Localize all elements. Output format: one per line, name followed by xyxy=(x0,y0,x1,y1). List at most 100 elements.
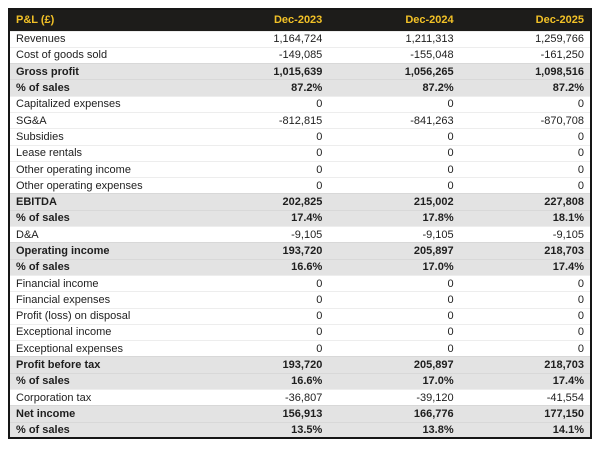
cell-value: 14.1% xyxy=(459,421,591,439)
cell-value: 1,164,724 xyxy=(196,30,329,48)
cell-value: 1,259,766 xyxy=(459,30,591,48)
row-label: Capitalized expenses xyxy=(9,95,197,113)
table-row: Net income 156,913 166,776 177,150 xyxy=(9,405,591,423)
row-label: Exceptional income xyxy=(9,323,197,341)
table-row: Other operating expenses 0 0 0 xyxy=(9,177,591,194)
cell-value: 17.4% xyxy=(196,209,329,227)
cell-value: 0 xyxy=(196,340,329,357)
cell-value: 0 xyxy=(459,144,591,162)
row-label: Other operating income xyxy=(9,160,197,178)
cell-value: 0 xyxy=(328,307,460,325)
cell-value: 193,720 xyxy=(196,356,329,374)
row-label: Lease rentals xyxy=(9,144,197,162)
table-row: Profit before tax 193,720 205,897 218,703 xyxy=(9,356,591,374)
cell-value: 0 xyxy=(328,177,460,194)
cell-value: 0 xyxy=(459,128,591,146)
row-label: Profit before tax xyxy=(9,356,197,374)
cell-value: 218,703 xyxy=(459,242,591,260)
cell-value: 0 xyxy=(196,323,329,341)
table-row: Gross profit 1,015,639 1,056,265 1,098,516 xyxy=(9,63,591,80)
table-row: % of sales 16.6% 17.0% 17.4% xyxy=(9,258,591,276)
table-row: Other operating income 0 0 0 xyxy=(9,160,591,178)
cell-value: -36,807 xyxy=(196,389,329,406)
row-label: Financial expenses xyxy=(9,291,197,309)
row-label: Corporation tax xyxy=(9,389,197,406)
cell-value: 13.8% xyxy=(328,421,460,439)
cell-value: 177,150 xyxy=(459,405,591,423)
cell-value: 0 xyxy=(196,274,329,292)
header-cell-pnl-title: P&L (£) xyxy=(9,9,197,31)
header-cell-dec-2025: Dec-2025 xyxy=(459,9,591,31)
header-row: P&L (£) Dec-2023 Dec-2024 Dec-2025 xyxy=(9,9,591,31)
cell-value: 87.2% xyxy=(196,79,329,97)
cell-value: 0 xyxy=(196,128,329,146)
cell-value: 0 xyxy=(328,95,460,113)
table-row: Lease rentals 0 0 0 xyxy=(9,144,591,162)
table-header: P&L (£) Dec-2023 Dec-2024 Dec-2025 xyxy=(9,9,591,31)
table-row: Subsidies 0 0 0 xyxy=(9,128,591,146)
cell-value: 0 xyxy=(459,323,591,341)
row-label: Gross profit xyxy=(9,63,197,80)
row-label: % of sales xyxy=(9,372,197,390)
cell-value: 1,015,639 xyxy=(196,63,329,80)
cell-value: 16.6% xyxy=(196,258,329,276)
cell-value: 215,002 xyxy=(328,193,460,211)
table-row: Operating income 193,720 205,897 218,703 xyxy=(9,242,591,260)
header-cell-dec-2023: Dec-2023 xyxy=(196,9,329,31)
table-row: % of sales 13.5% 13.8% 14.1% xyxy=(9,421,591,439)
cell-value: -155,048 xyxy=(328,46,460,64)
cell-value: 218,703 xyxy=(459,356,591,374)
cell-value: 227,808 xyxy=(459,193,591,211)
cell-value: 1,056,265 xyxy=(328,63,460,80)
row-label: Net income xyxy=(9,405,197,423)
table-row: Cost of goods sold -149,085 -155,048 -161,2… xyxy=(9,46,591,64)
cell-value: -9,105 xyxy=(328,226,460,243)
row-label: % of sales xyxy=(9,79,197,97)
cell-value: 0 xyxy=(196,144,329,162)
cell-value: 0 xyxy=(459,307,591,325)
cell-value: -870,708 xyxy=(459,111,591,129)
row-label: Operating income xyxy=(9,242,197,260)
cell-value: -841,263 xyxy=(328,111,460,129)
row-label: % of sales xyxy=(9,258,197,276)
row-label: % of sales xyxy=(9,421,197,439)
cell-value: 0 xyxy=(459,177,591,194)
cell-value: 0 xyxy=(459,291,591,309)
cell-value: 0 xyxy=(328,323,460,341)
cell-value: -9,105 xyxy=(459,226,591,243)
row-label: Exceptional expenses xyxy=(9,340,197,357)
cell-value: 0 xyxy=(459,340,591,357)
cell-value: 205,897 xyxy=(328,356,460,374)
cell-value: 0 xyxy=(196,291,329,309)
cell-value: 156,913 xyxy=(196,405,329,423)
cell-value: 193,720 xyxy=(196,242,329,260)
cell-value: 13.5% xyxy=(196,421,329,439)
table-body: Revenues 1,164,724 1,211,313 1,259,766 Cost … xyxy=(9,30,591,439)
table-row: % of sales 16.6% 17.0% 17.4% xyxy=(9,372,591,390)
table-row: % of sales 87.2% 87.2% 87.2% xyxy=(9,79,591,97)
row-label: Subsidies xyxy=(9,128,197,146)
table-row: Exceptional income 0 0 0 xyxy=(9,323,591,341)
header-cell-dec-2024: Dec-2024 xyxy=(328,9,460,31)
cell-value: 17.8% xyxy=(328,209,460,227)
cell-value: 0 xyxy=(459,274,591,292)
table-row: Profit (loss) on disposal 0 0 0 xyxy=(9,307,591,325)
cell-value: 1,211,313 xyxy=(328,30,460,48)
table-row: % of sales 17.4% 17.8% 18.1% xyxy=(9,209,591,227)
cell-value: 202,825 xyxy=(196,193,329,211)
cell-value: 0 xyxy=(328,340,460,357)
cell-value: 0 xyxy=(196,177,329,194)
cell-value: 0 xyxy=(328,144,460,162)
table-row: D&A -9,105 -9,105 -9,105 xyxy=(9,226,591,243)
table-row: Financial income 0 0 0 xyxy=(9,274,591,292)
cell-value: 17.4% xyxy=(459,372,591,390)
cell-value: 0 xyxy=(328,128,460,146)
cell-value: 0 xyxy=(459,95,591,113)
cell-value: 87.2% xyxy=(459,79,591,97)
row-label: Profit (loss) on disposal xyxy=(9,307,197,325)
table-row: EBITDA 202,825 215,002 227,808 xyxy=(9,193,591,211)
cell-value: 0 xyxy=(328,160,460,178)
table-row: Revenues 1,164,724 1,211,313 1,259,766 xyxy=(9,30,591,48)
row-label: SG&A xyxy=(9,111,197,129)
